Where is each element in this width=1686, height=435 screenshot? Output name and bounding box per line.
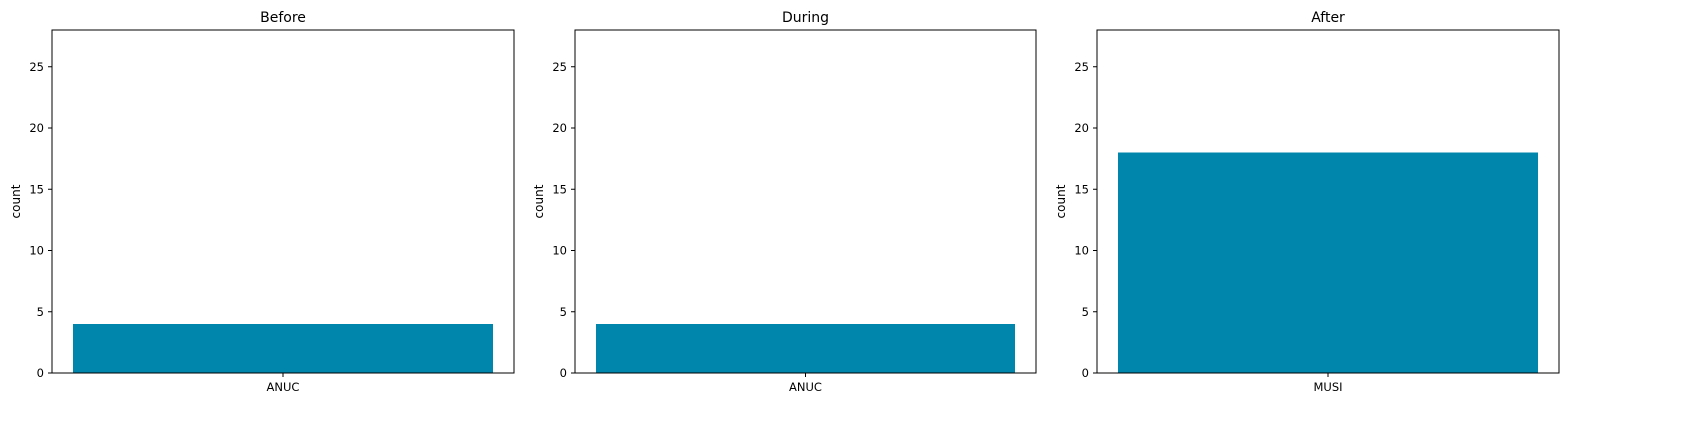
y-tick-label: 5: [1082, 305, 1089, 319]
y-tick-label: 25: [1074, 60, 1089, 74]
y-tick-label: 0: [1082, 366, 1089, 380]
y-tick-label: 0: [560, 366, 567, 380]
bar-anuc: [73, 324, 493, 373]
y-tick-label: 15: [552, 182, 567, 196]
y-tick-label: 20: [1074, 121, 1089, 135]
bar-anuc: [596, 324, 1015, 373]
y-tick-label: 10: [552, 244, 567, 258]
x-tick-label: ANUC: [789, 380, 822, 394]
x-tick-label: MUSI: [1313, 380, 1342, 394]
chart-title: Before: [260, 10, 306, 26]
y-tick-label: 15: [29, 182, 44, 196]
y-tick-label: 25: [29, 60, 44, 74]
y-axis-label: count: [532, 184, 546, 218]
chart-title: During: [782, 10, 829, 26]
y-axis-label: count: [1054, 184, 1068, 218]
y-tick-label: 20: [552, 121, 567, 135]
x-tick-label: ANUC: [267, 380, 300, 394]
chart-title: After: [1311, 10, 1345, 26]
y-tick-label: 10: [29, 244, 44, 258]
y-axis-label: count: [9, 184, 23, 218]
y-tick-label: 5: [37, 305, 44, 319]
y-tick-label: 0: [37, 366, 44, 380]
y-tick-label: 15: [1074, 182, 1089, 196]
y-tick-label: 10: [1074, 244, 1089, 258]
bar-musi: [1118, 152, 1538, 373]
y-tick-label: 25: [552, 60, 567, 74]
y-tick-label: 20: [29, 121, 44, 135]
y-tick-label: 5: [560, 305, 567, 319]
